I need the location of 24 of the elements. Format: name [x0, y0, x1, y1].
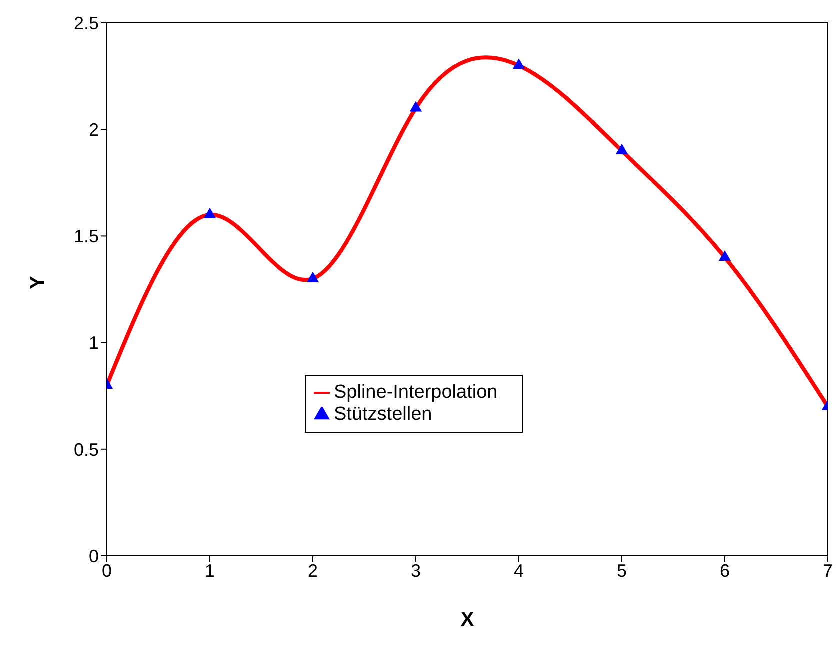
x-tick-label: 1	[204, 560, 216, 581]
point	[204, 208, 216, 218]
y-tick-label: 0.5	[74, 440, 99, 460]
point	[512, 58, 526, 70]
y-tick-label: 1	[88, 333, 99, 354]
x-tick-label: 4	[514, 560, 524, 581]
x-tick-label: 3	[410, 560, 422, 581]
x-tick-label: 5	[616, 560, 628, 581]
y-tick-label: 2.5	[74, 13, 99, 34]
x-tick-label: 6	[720, 560, 730, 581]
x-tick-label: 7	[822, 560, 834, 581]
y-axis-title: Y	[27, 276, 50, 290]
point	[718, 250, 732, 262]
x-tick-label: 0	[102, 560, 112, 581]
x-tick-label: 2	[308, 560, 318, 581]
legend-label: Spline-Interpolation	[334, 382, 498, 403]
legend-label: Stützstellen	[334, 404, 432, 425]
y-tick-label: 1.5	[74, 226, 99, 247]
point	[616, 144, 628, 154]
point	[306, 272, 320, 282]
x-axis-title: X	[460, 609, 475, 631]
y-tick-label: 2	[88, 120, 99, 140]
point	[410, 101, 422, 112]
y-tick-label: 0	[88, 546, 99, 566]
